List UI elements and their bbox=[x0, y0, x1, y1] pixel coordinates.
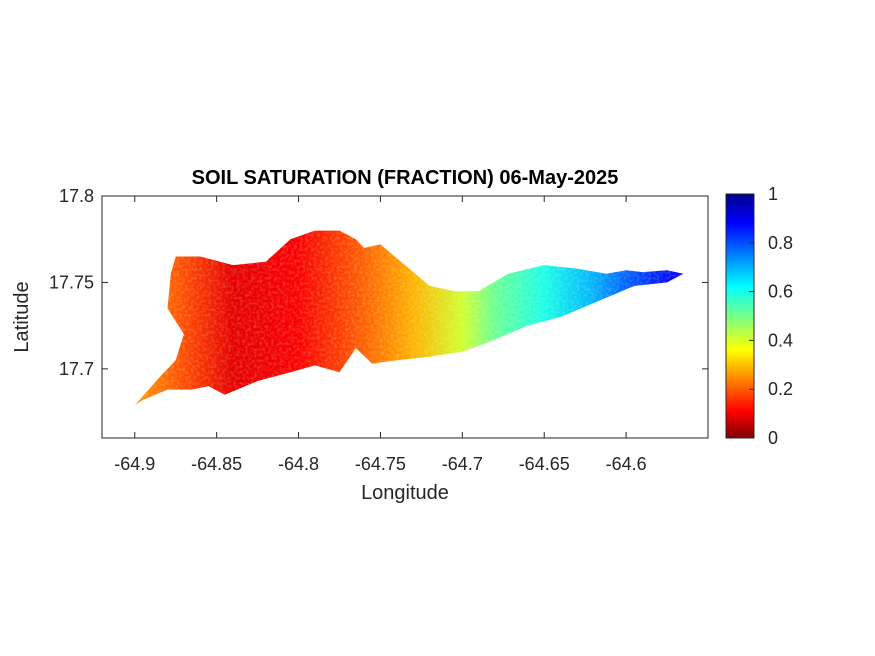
colorbar-scale bbox=[725, 193, 755, 439]
x-axis: -64.9 -64.85 -64.8 -64.75 -64.7 -64.65 -64.6 bbox=[114, 196, 647, 474]
colorbar-tick-label: 1 bbox=[768, 184, 778, 204]
y-axis: 17.7 17.75 17.8 bbox=[49, 186, 708, 379]
x-tick-label: -64.75 bbox=[355, 454, 406, 474]
x-tick-label: -64.85 bbox=[191, 454, 242, 474]
colorbar: 0 0.2 0.4 0.6 0.8 1 bbox=[725, 184, 793, 448]
x-tick-label: -64.8 bbox=[278, 454, 319, 474]
y-tick-label: 17.8 bbox=[59, 186, 94, 206]
x-tick-label: -64.9 bbox=[114, 454, 155, 474]
y-axis-label: Latitude bbox=[11, 281, 33, 352]
x-tick-label: -64.65 bbox=[519, 454, 570, 474]
plot-frame bbox=[101, 195, 709, 439]
colorbar-tick-label: 0 bbox=[768, 428, 778, 448]
y-tick-label: 17.7 bbox=[59, 359, 94, 379]
x-tick-label: -64.6 bbox=[606, 454, 647, 474]
colorbar-tick-label: 0.4 bbox=[768, 330, 793, 350]
colorbar-ticks: 0 0.2 0.4 0.6 0.8 1 bbox=[749, 184, 793, 448]
colorbar-tick-label: 0.2 bbox=[768, 379, 793, 399]
colorbar-tick-label: 0.6 bbox=[768, 282, 793, 302]
colorbar-tick-label: 0.8 bbox=[768, 233, 793, 253]
chart-title: SOIL SATURATION (FRACTION) 06-May-2025 bbox=[192, 167, 619, 189]
y-tick-label: 17.75 bbox=[49, 272, 94, 292]
x-axis-label: Longitude bbox=[361, 482, 449, 504]
x-tick-label: -64.7 bbox=[442, 454, 483, 474]
